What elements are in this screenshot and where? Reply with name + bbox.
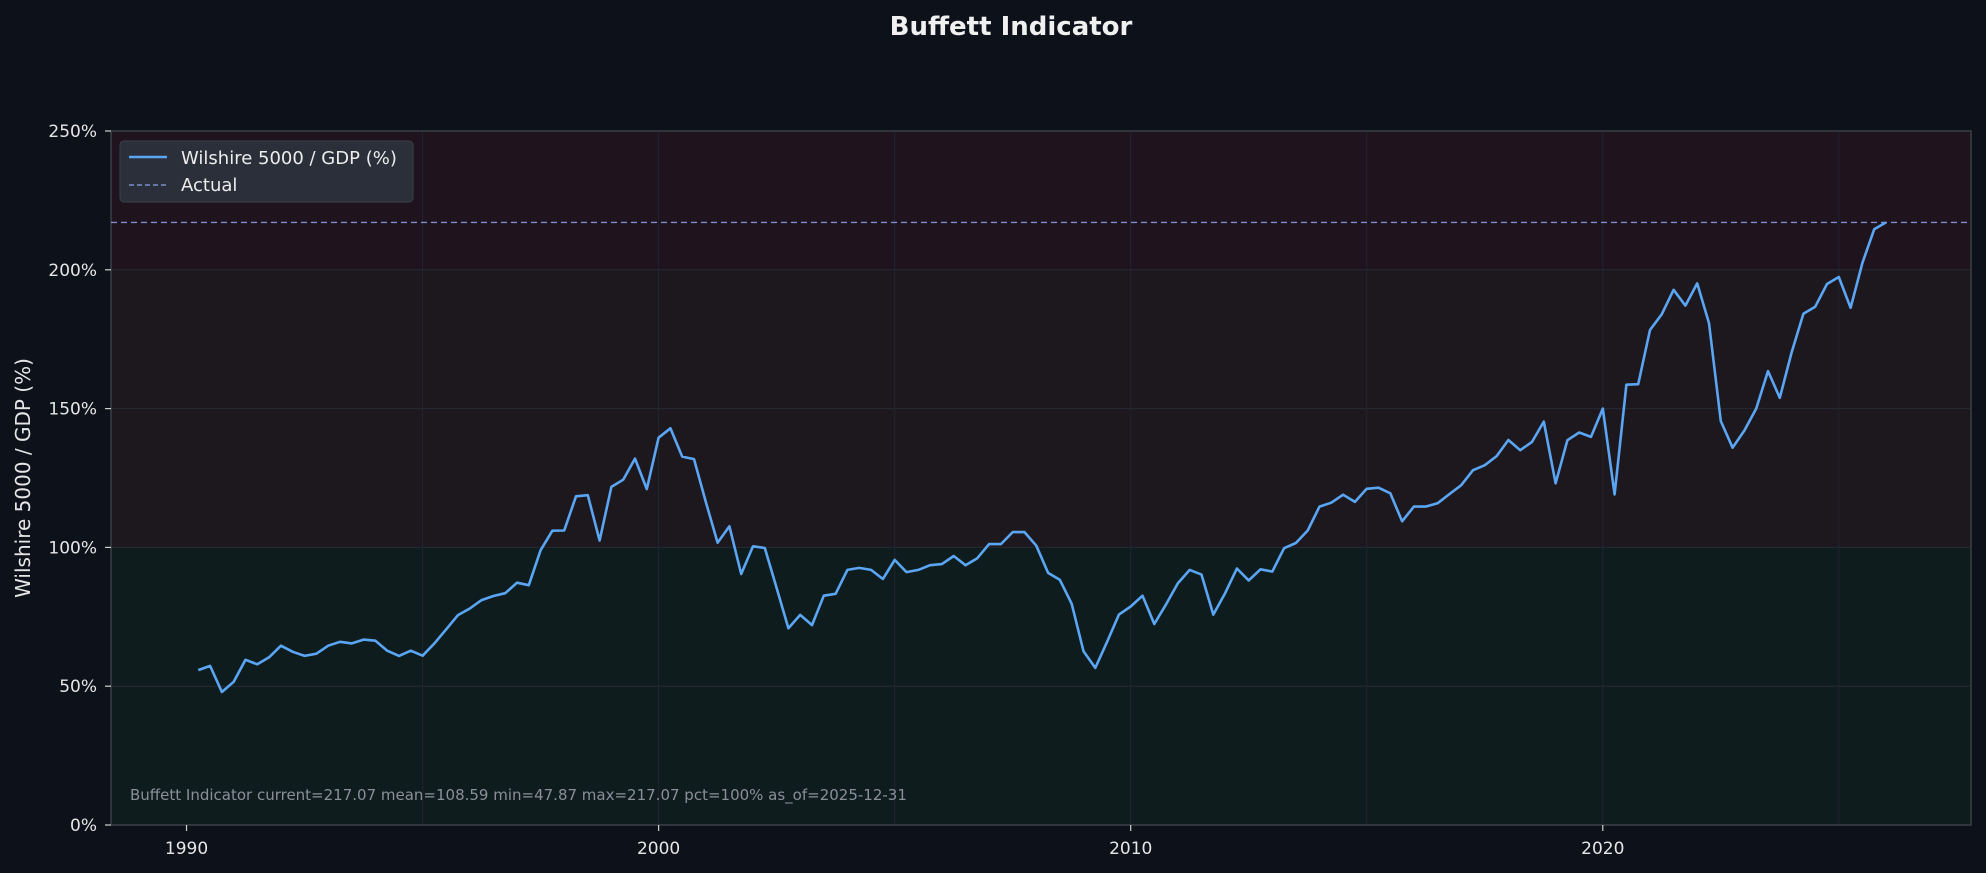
x-tick-label-0: 1990	[165, 839, 208, 859]
legend-label-actual: Actual	[181, 175, 237, 196]
x-tick-label-3: 2020	[1581, 839, 1624, 859]
chart-title: Buffett Indicator	[890, 12, 1133, 42]
y-tick-label-3: 150%	[48, 400, 97, 420]
x-axis-ticks: 1990 2000 2010 2020	[165, 825, 1624, 859]
y-tick-label-2: 100%	[48, 538, 97, 558]
y-axis-label: Wilshire 5000 / GDP (%)	[11, 358, 35, 598]
y-tick-label-5: 250%	[48, 122, 97, 142]
range-bands	[111, 131, 1971, 825]
x-tick-label-1: 2000	[637, 839, 680, 859]
legend: Wilshire 5000 / GDP (%) Actual	[119, 140, 414, 203]
legend-label-series: Wilshire 5000 / GDP (%)	[181, 148, 397, 169]
plot-frame	[110, 130, 1972, 826]
band-2	[111, 131, 1971, 270]
series-line-wilshire-gdp	[197, 221, 1887, 694]
x-tick-label-2: 2010	[1109, 839, 1152, 859]
stats-annotation: Buffett Indicator current=217.07 mean=10…	[130, 786, 907, 805]
y-axis-ticks: 0% 50% 100% 150% 200% 250%	[48, 122, 111, 836]
y-tick-label-0: 0%	[70, 816, 97, 836]
legend-box	[119, 140, 414, 203]
y-tick-label-4: 200%	[48, 261, 97, 281]
y-tick-label-1: 50%	[59, 677, 97, 697]
